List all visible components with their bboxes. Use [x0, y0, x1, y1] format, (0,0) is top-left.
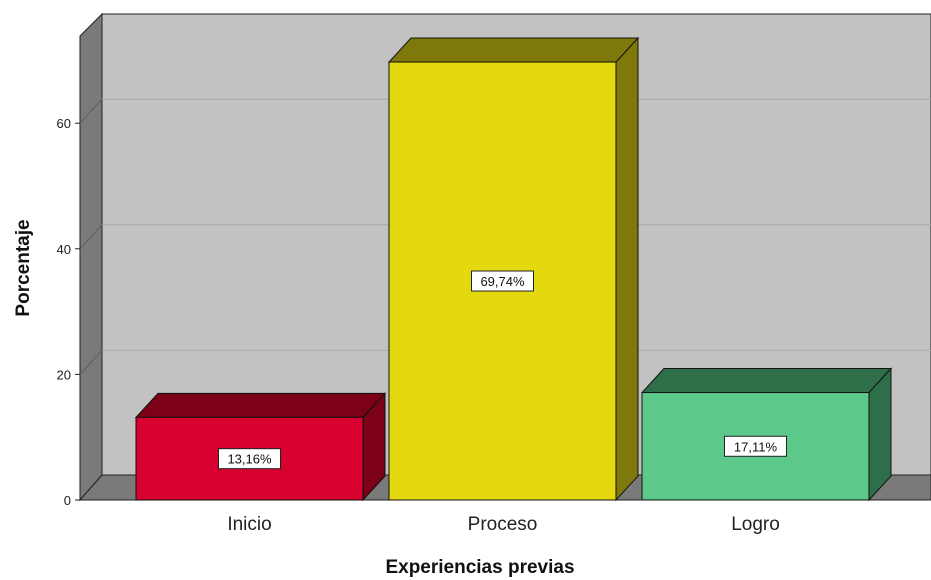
bar-side-face	[615, 36, 639, 502]
data-label: 17,11%	[724, 435, 787, 457]
x-category-label: Inicio	[227, 514, 271, 535]
y-tick-label: 60	[57, 116, 71, 131]
y-tick-label: 40	[57, 242, 71, 257]
bar-proceso: 69,74%	[387, 36, 640, 502]
bars: 13,16% 69,74% 17,11%	[134, 36, 893, 502]
data-label-text: 17,11%	[734, 439, 778, 454]
data-label-text: 69,74%	[480, 274, 525, 289]
y-axis-title: Porcentaje	[13, 219, 34, 316]
data-label-box	[724, 435, 787, 457]
bar-side-face	[868, 367, 892, 502]
data-label: 69,74%	[471, 270, 534, 292]
data-label-box	[218, 448, 281, 470]
bar-top-face	[134, 392, 387, 418]
gridline-side	[79, 98, 103, 124]
x-category-label: Proceso	[468, 514, 538, 535]
x-axis-title: Experiencias previas	[385, 557, 574, 578]
x-axis-categories: Inicio Proceso Logro	[227, 514, 779, 535]
y-tick-label: 20	[57, 367, 71, 382]
x-category-label: Logro	[731, 514, 780, 535]
chart-left-wall	[79, 12, 103, 502]
bar-inicio: 13,16%	[134, 392, 387, 502]
gridline-side	[79, 350, 103, 375]
gridline-side	[79, 224, 103, 250]
data-label-box	[471, 270, 534, 292]
y-tick-label: 0	[64, 493, 71, 508]
bar-top-face	[387, 37, 640, 63]
data-label: 13,16%	[218, 448, 281, 470]
y-axis-ticks: 0 20 40 60	[57, 116, 80, 508]
bar-logro: 17,11%	[640, 367, 893, 502]
bar-top-face	[640, 368, 893, 394]
data-label-text: 13,16%	[227, 452, 272, 467]
